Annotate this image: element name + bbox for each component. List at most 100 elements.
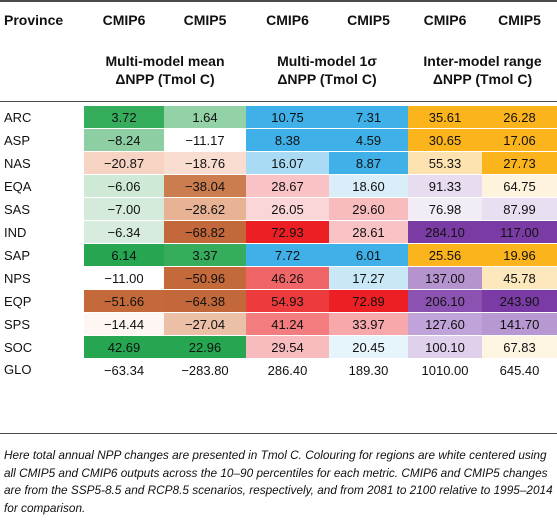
metric-group-line2: ΔNPP (Tmol C) — [277, 71, 377, 87]
value-cell: −63.34 — [84, 358, 164, 381]
province-name: NAS — [4, 155, 31, 171]
value-cell: 4.59 — [329, 128, 408, 152]
value-cell: 41.24 — [246, 312, 329, 336]
value-cell: −64.38 — [164, 289, 246, 313]
table-row: GLO −63.34 −283.80 286.40 189.30 1010.00 645.4… — [0, 358, 557, 381]
value-cell: −7.00 — [84, 197, 164, 221]
value-cell: 28.67 — [246, 174, 329, 198]
value-cell: 137.00 — [408, 266, 482, 290]
value-cell: 8.38 — [246, 128, 329, 152]
value-cell: −8.24 — [84, 128, 164, 152]
value-cell: 29.54 — [246, 335, 329, 359]
value-cell: 1010.00 — [408, 358, 482, 381]
model-header-row: Province CMIP6 CMIP5 CMIP6 CMIP5 CMIP6 C… — [0, 0, 557, 40]
value-cell: −28.62 — [164, 197, 246, 221]
value-cell: 189.30 — [329, 358, 408, 381]
province-name: SAS — [4, 201, 31, 217]
value-cell: 100.10 — [408, 335, 482, 359]
value-cell: −51.66 — [84, 289, 164, 313]
metric-group-line1: Inter-model range — [423, 53, 542, 69]
value-cell: 7.31 — [329, 106, 408, 129]
value-cell: 243.90 — [482, 289, 557, 313]
metric-header-row: Multi-model mean ΔNPP (Tmol C) Multi-mode… — [0, 40, 557, 100]
model-header: CMIP6 — [423, 12, 467, 28]
value-cell: 55.33 — [408, 151, 482, 175]
value-cell: 127.60 — [408, 312, 482, 336]
value-cell: 26.28 — [482, 106, 557, 129]
value-cell: −6.06 — [84, 174, 164, 198]
value-cell: 16.07 — [246, 151, 329, 175]
table-row: EQP −51.66 −64.38 54.93 72.89 206.10 243.90 — [0, 289, 557, 313]
value-cell: −14.44 — [84, 312, 164, 336]
value-cell: 1.64 — [164, 106, 246, 129]
value-cell: 28.61 — [329, 220, 408, 244]
value-cell: 117.00 — [482, 220, 557, 244]
province-name: ARC — [4, 109, 32, 125]
table-row: SAS −7.00 −28.62 26.05 29.60 76.98 87.99 — [0, 197, 557, 221]
value-cell: 8.87 — [329, 151, 408, 175]
province-name: EQP — [4, 293, 32, 309]
model-header: CMIP5 — [347, 12, 390, 28]
value-cell: 72.93 — [246, 220, 329, 244]
metric-group-line2: ΔNPP (Tmol C) — [432, 71, 533, 87]
value-cell: 46.26 — [246, 266, 329, 290]
metric-group-line2: ΔNPP (Tmol C) — [115, 71, 215, 87]
value-cell: 72.89 — [329, 289, 408, 313]
model-header: CMIP5 — [498, 12, 541, 28]
value-cell: 141.70 — [482, 312, 557, 336]
model-header: CMIP6 — [266, 12, 309, 28]
value-cell: 18.60 — [329, 174, 408, 198]
value-cell: −283.80 — [164, 358, 246, 381]
metric-group-header: Multi-model 1σ ΔNPP (Tmol C) — [246, 40, 408, 100]
bottom-rule — [0, 433, 557, 434]
value-cell: 91.33 — [408, 174, 482, 198]
value-cell: 3.37 — [164, 243, 246, 267]
value-cell: −11.17 — [164, 128, 246, 152]
value-cell: 64.75 — [482, 174, 557, 198]
value-cell: 33.97 — [329, 312, 408, 336]
table-row: IND −6.34 −68.82 72.93 28.61 284.10 117.00 — [0, 220, 557, 244]
value-cell: 22.96 — [164, 335, 246, 359]
value-cell: −38.04 — [164, 174, 246, 198]
table-row: EQA −6.06 −38.04 28.67 18.60 91.33 64.75 — [0, 174, 557, 198]
province-header: Province — [4, 12, 64, 28]
metric-group-line1: Multi-model 1σ — [277, 53, 377, 69]
value-cell: 17.06 — [482, 128, 557, 152]
value-cell: 76.98 — [408, 197, 482, 221]
model-header: CMIP5 — [183, 12, 227, 28]
value-cell: 7.72 — [246, 243, 329, 267]
value-cell: 20.45 — [329, 335, 408, 359]
value-cell: 67.83 — [482, 335, 557, 359]
value-cell: −68.82 — [164, 220, 246, 244]
metric-group-header: Inter-model range ΔNPP (Tmol C) — [408, 40, 557, 100]
value-cell: 17.27 — [329, 266, 408, 290]
province-name: SAP — [4, 247, 31, 263]
metric-group-line1: Multi-model mean — [105, 53, 225, 69]
value-cell: 30.65 — [408, 128, 482, 152]
metric-group-header: Multi-model mean ΔNPP (Tmol C) — [84, 40, 246, 100]
table-row: NPS −11.00 −50.96 46.26 17.27 137.00 45.78 — [0, 266, 557, 290]
value-cell: 42.69 — [84, 335, 164, 359]
province-name: ASP — [4, 132, 31, 148]
province-name: SOC — [4, 339, 33, 355]
value-cell: 19.96 — [482, 243, 557, 267]
table-row: SOC 42.69 22.96 29.54 20.45 100.10 67.83 — [0, 335, 557, 359]
province-name: EQA — [4, 178, 32, 194]
table-row: SAP 6.14 3.37 7.72 6.01 25.56 19.96 — [0, 243, 557, 267]
value-cell: 10.75 — [246, 106, 329, 129]
value-cell: 206.10 — [408, 289, 482, 313]
value-cell: −6.34 — [84, 220, 164, 244]
value-cell: −18.76 — [164, 151, 246, 175]
value-cell: 27.73 — [482, 151, 557, 175]
value-cell: 286.40 — [246, 358, 329, 381]
value-cell: 35.61 — [408, 106, 482, 129]
province-name: SPS — [4, 316, 31, 332]
top-rule — [0, 0, 557, 2]
value-cell: 3.72 — [84, 106, 164, 129]
blank-cell — [0, 40, 84, 100]
value-cell: 26.05 — [246, 197, 329, 221]
value-cell: 6.14 — [84, 243, 164, 267]
table-body: ARC 3.72 1.64 10.75 7.31 35.61 26.28 ASP −8.24 −1… — [0, 106, 557, 381]
table-row: ASP −8.24 −11.17 8.38 4.59 30.65 17.06 — [0, 128, 557, 152]
value-cell: 54.93 — [246, 289, 329, 313]
